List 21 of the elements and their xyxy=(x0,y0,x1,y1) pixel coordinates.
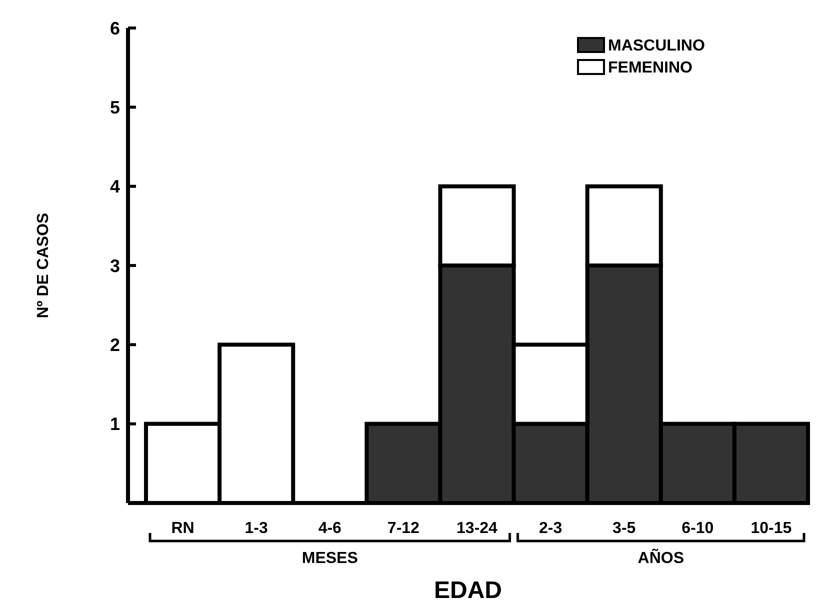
y-tick-label: 1 xyxy=(110,414,120,434)
y-tick-label: 3 xyxy=(110,256,120,276)
legend-label: FEMENINO xyxy=(608,60,692,77)
y-axis-title: Nº DE CASOS xyxy=(35,212,52,318)
x-tick-label: 2-3 xyxy=(538,520,562,537)
legend-label: MASCULINO xyxy=(608,38,705,55)
x-tick-label: 10-15 xyxy=(750,520,792,537)
text: MESES xyxy=(302,550,358,567)
y-tick-label: 4 xyxy=(110,176,120,197)
x-tick-label: 3-5 xyxy=(612,520,636,537)
x-tick-label: 13-24 xyxy=(456,520,498,537)
x-tick-label: 4-6 xyxy=(318,520,342,537)
x-tick-label: 7-12 xyxy=(387,520,420,537)
y-tick-label: 5 xyxy=(110,97,120,118)
x-tick-label: 1-3 xyxy=(244,520,268,537)
x-tick-label: RN xyxy=(171,520,194,537)
y-tick-label: 6 xyxy=(110,18,120,38)
y-tick-label: 2 xyxy=(110,334,120,355)
x-tick-label: 6-10 xyxy=(682,520,714,537)
text: AÑOS xyxy=(638,548,684,567)
x-axis-title: EDAD xyxy=(434,577,502,604)
